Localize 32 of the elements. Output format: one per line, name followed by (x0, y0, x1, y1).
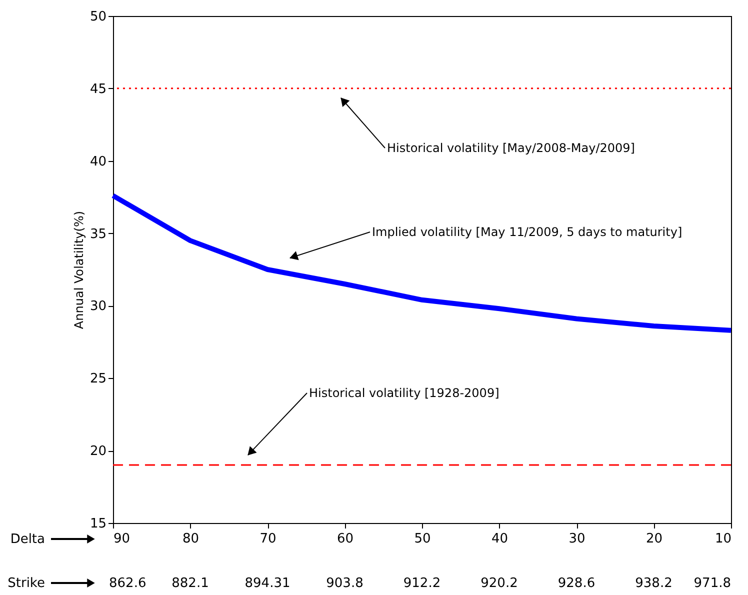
text: 938.2 (635, 576, 672, 591)
x-tick-label: 60 (336, 532, 354, 546)
text: 971.8 (694, 576, 731, 591)
text: 894.31 (244, 576, 290, 591)
x-tick-label: 20 (646, 532, 663, 546)
x-tick-label: 10 (714, 532, 732, 546)
y-axis-title: Annual Volatility(%) (72, 210, 86, 330)
x-tick-label: 40 (491, 532, 508, 546)
y-tick-label: 20 (90, 444, 106, 460)
y-tick-label: 50 (90, 10, 106, 24)
text: 912.2 (403, 576, 441, 591)
y-tick-label: 15 (90, 516, 106, 532)
annotation: Historical volatility [May/2008-May/2009] (387, 141, 635, 155)
annotation: Implied volatility [May 11/2009, 5 days to maturity] (372, 225, 682, 239)
x-tick-label: 70 (260, 532, 276, 546)
y-tick-label: 25 (90, 372, 106, 387)
y-tick-label: 30 (90, 299, 106, 314)
annotation: Historical volatility [1928-2009] (309, 386, 500, 400)
text: 928.6 (558, 576, 596, 591)
x-tick-label: 80 (182, 532, 200, 546)
x-axis-title: Delta (10, 532, 45, 547)
y-tick-label: 45 (90, 82, 106, 97)
x-tick-label: 30 (568, 532, 586, 546)
text: 862.6 (109, 576, 146, 591)
text: Strike (8, 576, 45, 591)
text: 920.2 (480, 576, 518, 591)
y-tick-label: 35 (90, 226, 106, 242)
text: 882.1 (172, 576, 209, 591)
y-tick-label: 40 (90, 154, 106, 170)
text: 903.8 (326, 576, 364, 591)
x-tick-label: 90 (114, 532, 130, 546)
x-tick-label: 50 (414, 532, 431, 546)
